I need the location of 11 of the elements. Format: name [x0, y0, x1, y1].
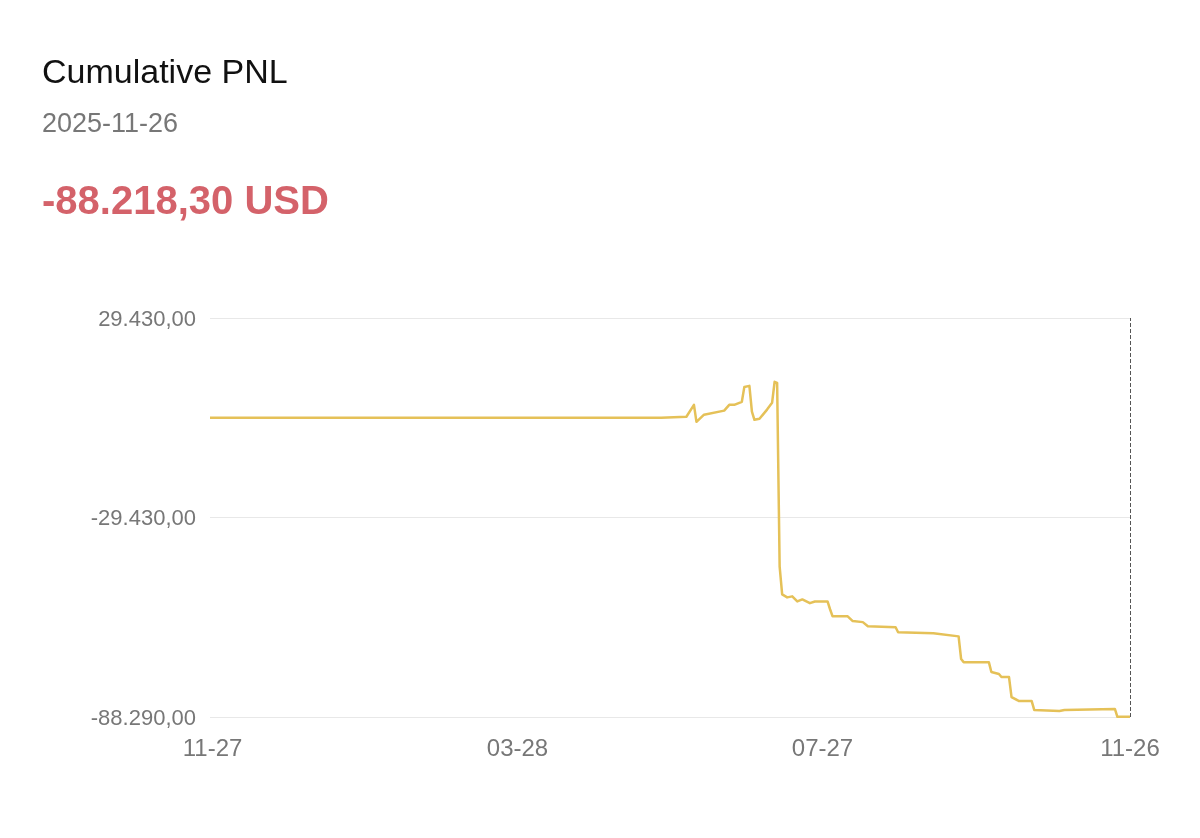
- chart-title: Cumulative PNL: [42, 52, 288, 91]
- text: -88.218,30 USD: [42, 178, 329, 223]
- x-tick-label: 11-26: [1100, 733, 1160, 761]
- y-tick-label: 29.430,00: [98, 305, 196, 331]
- x-tick-label: 07-27: [791, 733, 854, 761]
- x-tick-label: 03-28: [486, 733, 549, 761]
- x-tick-label: 11-27: [182, 733, 243, 761]
- line-series: [208, 380, 1132, 719]
- chart-subtitle: 2025-11-26: [42, 108, 179, 139]
- y-tick-label: -88.290,00: [90, 704, 196, 730]
- y-tick-label: -29.430,00: [90, 505, 196, 530]
